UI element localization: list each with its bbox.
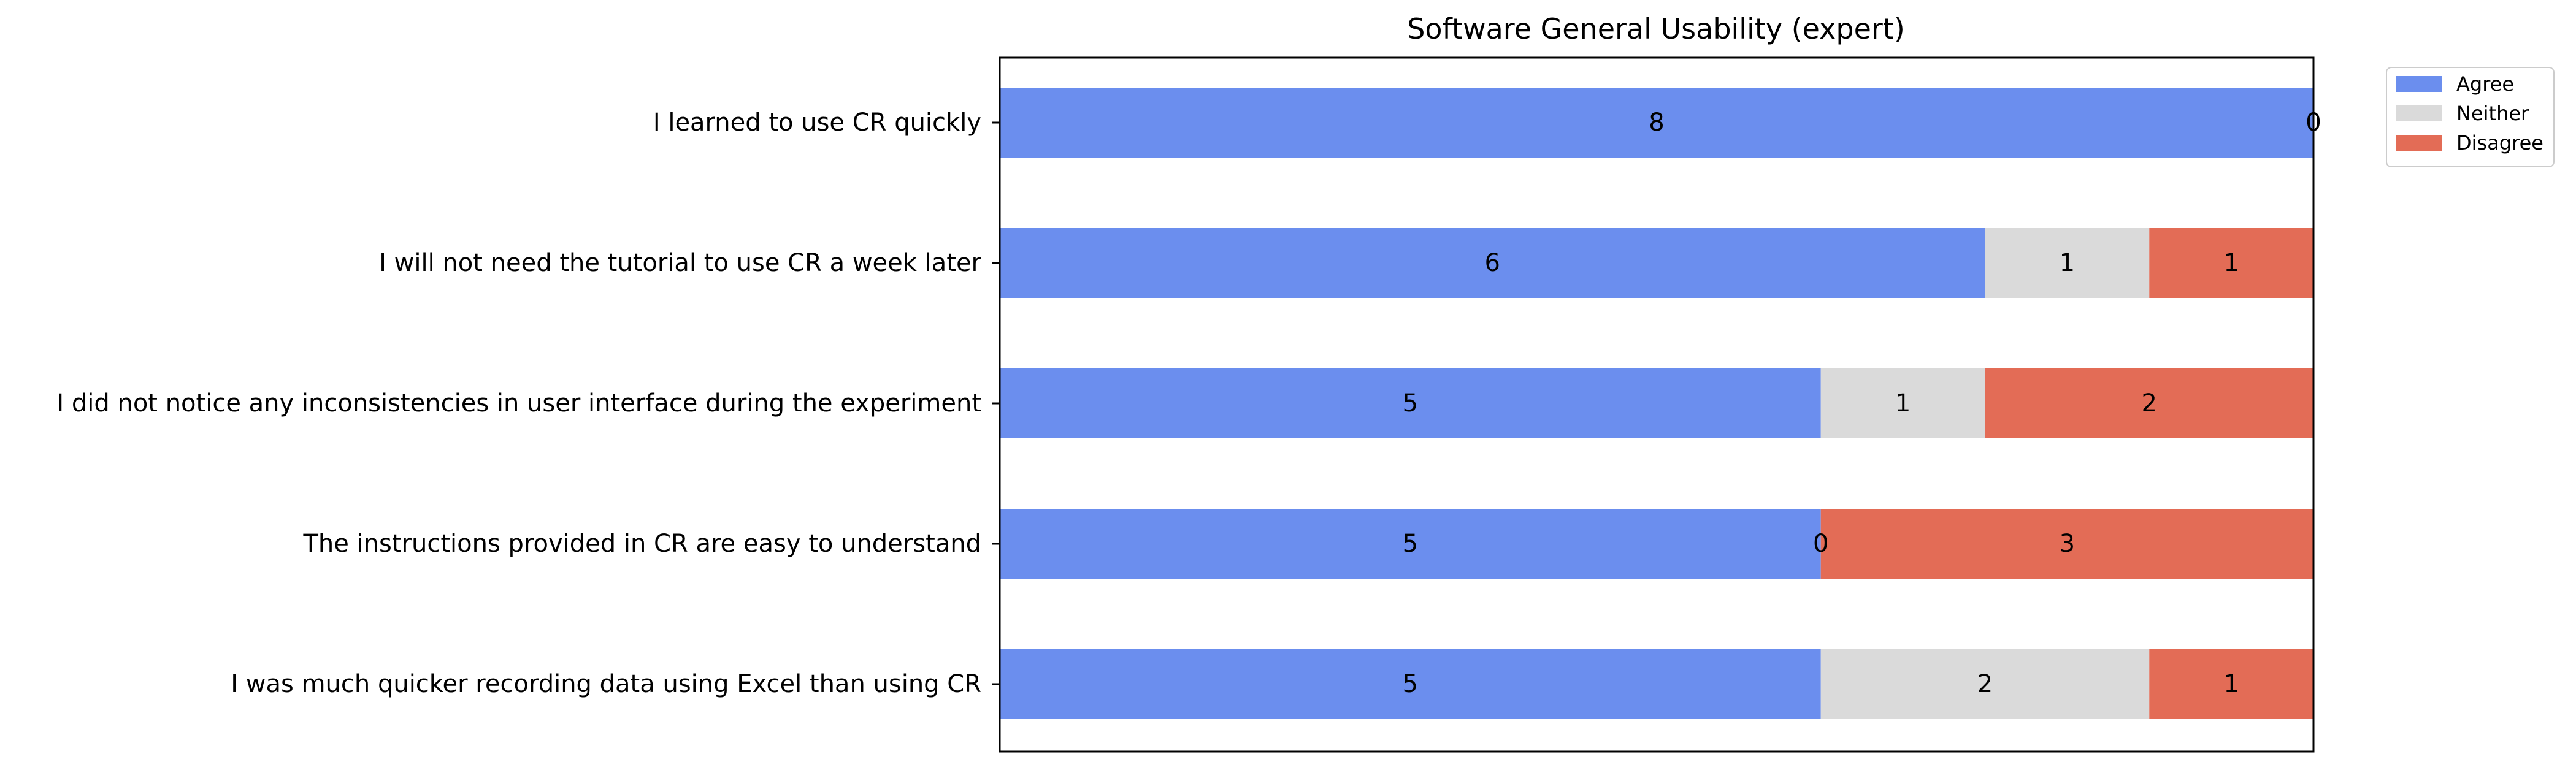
- legend-label-neither: Neither: [2456, 102, 2529, 125]
- bars-layer: [1000, 88, 2313, 719]
- bar-segment-neither: [1820, 368, 1985, 438]
- data-label-agree: 5: [1403, 670, 1418, 698]
- bar-segment-agree: [1000, 88, 2313, 158]
- legend-label-disagree: Disagree: [2456, 131, 2543, 154]
- bar-segment-disagree: [1820, 509, 2313, 579]
- bar-segment-agree: [1000, 368, 1821, 438]
- data-label-disagree: 3: [2060, 530, 2075, 558]
- bar-segment-agree: [1000, 228, 1985, 298]
- data-label-neither: 1: [1895, 389, 1911, 417]
- legend-swatch-agree: [2396, 76, 2442, 92]
- y-axis-tick-labels: I learned to use CR quickly I will not ne…: [56, 109, 1000, 698]
- data-label-agree: 6: [1485, 249, 1500, 277]
- y-tick-label: The instructions provided in CR are easy…: [302, 530, 981, 558]
- y-tick-label: I will not need the tutorial to use CR a…: [379, 249, 981, 277]
- data-label-disagree: 1: [2223, 670, 2239, 698]
- data-label-disagree: 1: [2223, 249, 2239, 277]
- bar-segment-agree: [1000, 649, 1821, 719]
- data-label-neither: 2: [1977, 670, 1993, 698]
- data-label-neither: 1: [2060, 249, 2075, 277]
- bar-segment-disagree: [1985, 368, 2313, 438]
- bar-segment-disagree: [2149, 228, 2313, 298]
- data-label-disagree: 2: [2142, 389, 2157, 417]
- y-tick-label: I learned to use CR quickly: [653, 109, 981, 137]
- data-label-agree: 5: [1403, 389, 1418, 417]
- legend-label-agree: Agree: [2456, 72, 2514, 96]
- y-tick-label: I was much quicker recording data using …: [231, 670, 981, 698]
- plot-area-frame: [999, 56, 2315, 753]
- bar-segment-neither: [1985, 228, 2150, 298]
- data-label-agree: 5: [1403, 530, 1418, 558]
- bar-segment-neither: [1820, 649, 2150, 719]
- data-label-neither: 0: [1813, 530, 1828, 558]
- bar-segment-disagree: [2149, 649, 2313, 719]
- legend: Agree Neither Disagree: [2386, 67, 2555, 167]
- legend-swatch-neither: [2396, 105, 2442, 121]
- bar-segment-agree: [1000, 509, 1821, 579]
- legend-swatch-disagree: [2396, 135, 2442, 151]
- chart-title: Software General Usability (expert): [1407, 12, 1905, 45]
- y-tick-label: I did not notice any inconsistencies in …: [56, 389, 981, 417]
- data-label-agree: 8: [1649, 109, 1664, 137]
